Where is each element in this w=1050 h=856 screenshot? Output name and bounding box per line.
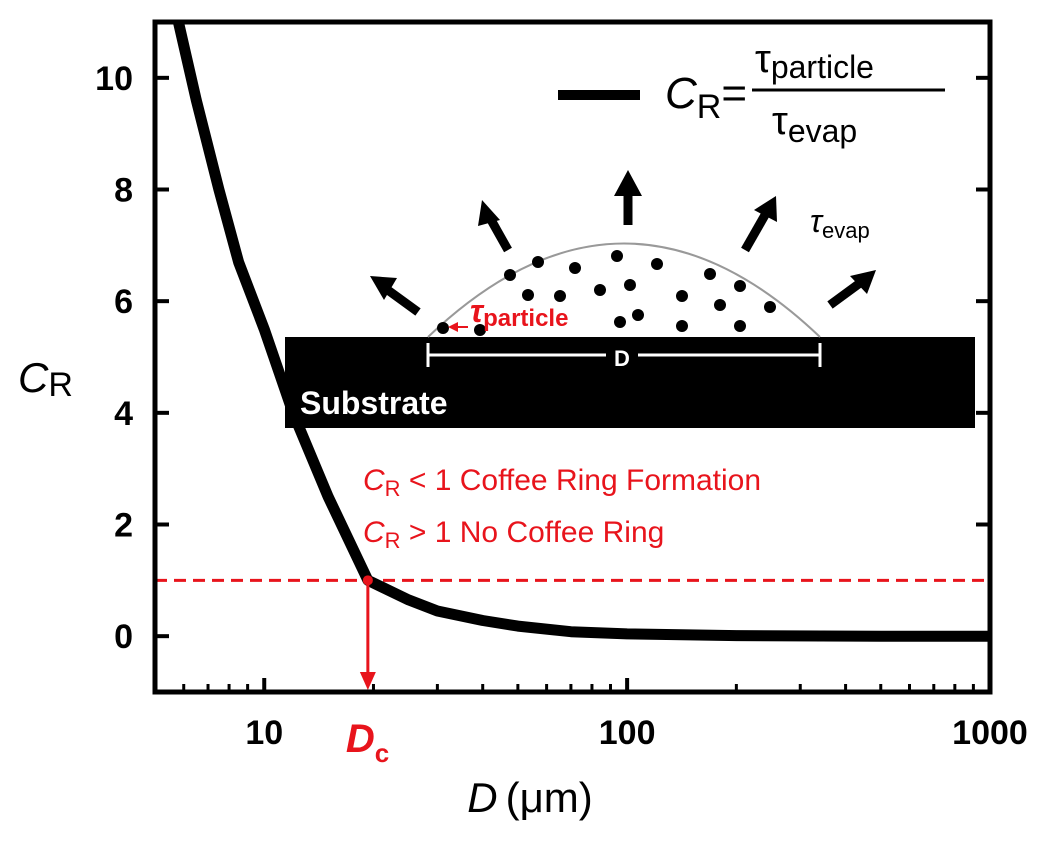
tau-particle-label-part: τ [470, 293, 485, 329]
critical-point [362, 575, 373, 586]
legend-denominator: τevap [772, 99, 857, 149]
droplet [427, 242, 821, 338]
critical-label-part: D [346, 717, 375, 761]
particle-arrowhead [448, 322, 458, 332]
legend-lhs-part: R [697, 88, 722, 126]
tau-evap-label-part: τ [810, 203, 824, 239]
particles [437, 250, 776, 336]
annotation-part: C [363, 516, 385, 549]
annotation-part: < 1 Coffee Ring Formation [401, 464, 761, 497]
substrate-label: Substrate [300, 385, 448, 421]
tau-evap-label: τevap [810, 203, 870, 243]
y-tick-label: 0 [114, 618, 133, 656]
annotation: CR < 1 Coffee Ring Formation [363, 464, 761, 501]
critical-label-part: c [375, 738, 389, 768]
legend-numerator-part: particle [771, 49, 874, 85]
evap-arrows [382, 188, 863, 316]
legend-lhs-part: C [665, 69, 698, 118]
critical-arrowhead [359, 672, 376, 690]
tau-particle-label: τparticle [470, 293, 568, 332]
tau-evap-label-part: evap [822, 218, 870, 243]
annotation-part: C [363, 464, 385, 497]
y-tick-label: 4 [114, 395, 133, 433]
legend-denominator-part: evap [788, 113, 857, 149]
legend-numerator: τparticle [755, 37, 874, 85]
inset-diagram [285, 170, 975, 428]
legend-lhs-part: = [721, 69, 747, 118]
x-axis-label: D (μm) [467, 774, 593, 821]
y-tick-label: 10 [95, 60, 133, 98]
y-tick-label: 6 [114, 283, 133, 321]
annotation-part: R [385, 476, 401, 501]
plot-frame [152, 19, 993, 695]
annotation: CR > 1 No Coffee Ring [363, 516, 664, 553]
tau-particle-label-part: particle [483, 305, 568, 332]
y-axis-label-part: R [48, 366, 73, 404]
curve [173, 22, 990, 642]
x-tick-label: 10 [245, 714, 283, 752]
evap-arrowheads [370, 170, 876, 300]
annotation-part: R [385, 528, 401, 553]
x-axis-label-part: D [467, 774, 497, 821]
y-axis-label-part: C [18, 354, 49, 401]
x-tick-label: 1000 [952, 714, 1028, 752]
width-label: D [614, 346, 630, 371]
y-axis-label: CR [18, 354, 73, 404]
width-label-bg [606, 343, 638, 369]
legend-lhs: CR= [665, 69, 747, 126]
annotation-part: > 1 No Coffee Ring [401, 516, 665, 549]
x-tick-label: 100 [599, 714, 656, 752]
legend-numerator-part: τ [755, 37, 771, 81]
legend-denominator-part: τ [772, 99, 788, 143]
y-tick-label: 2 [114, 507, 133, 545]
critical-label: Dc [346, 717, 389, 768]
y-tick-label: 8 [114, 172, 133, 210]
x-axis-label-part: (μm) [506, 774, 593, 821]
